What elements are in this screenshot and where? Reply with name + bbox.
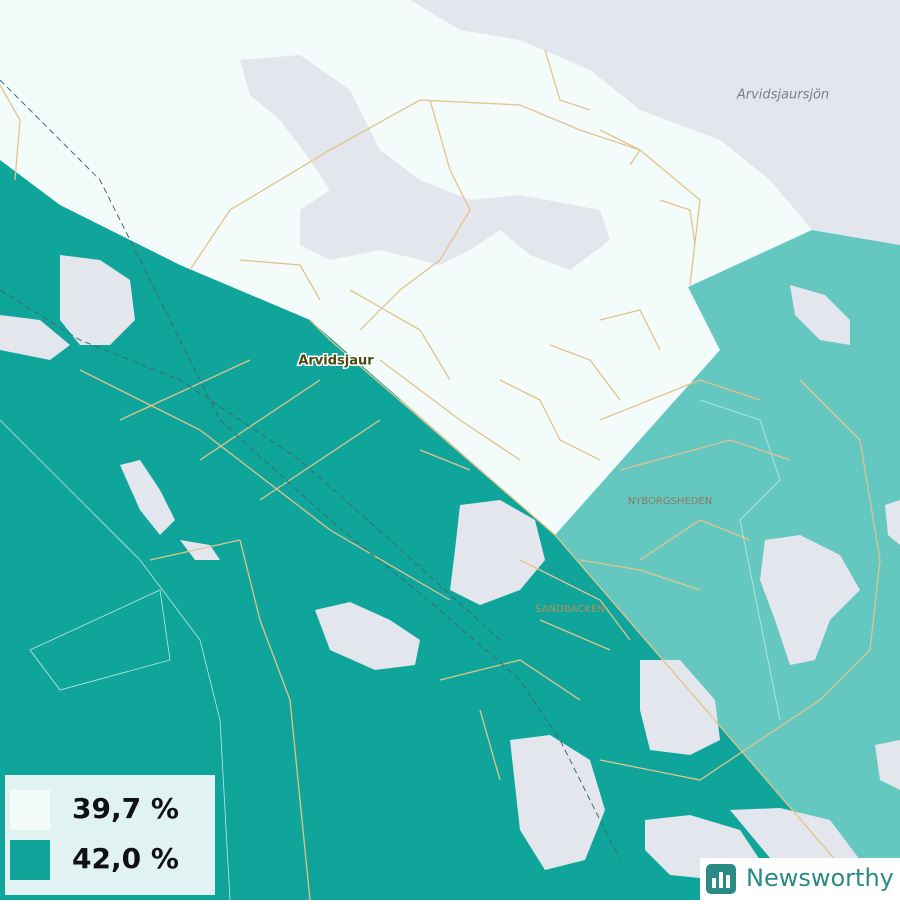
legend-label: 39,7 % (72, 792, 179, 825)
railway (0, 79, 621, 861)
place-label: Arvidsjaur (298, 354, 374, 369)
lake-label: Arvidsjaursjön (736, 88, 829, 103)
brand-name: Newsworthy (746, 864, 894, 892)
district-label: NYBORGSHEDEN (628, 496, 713, 507)
brand-logo (706, 864, 736, 894)
lakes (0, 0, 900, 880)
roads (0, 49, 881, 901)
legend-swatch (10, 840, 50, 880)
legend-label: 42,0 % (72, 842, 179, 875)
region-mid (555, 230, 900, 900)
streams (0, 399, 781, 901)
legend-swatch (10, 790, 50, 830)
district-label: SANDBACKEN (535, 604, 604, 615)
